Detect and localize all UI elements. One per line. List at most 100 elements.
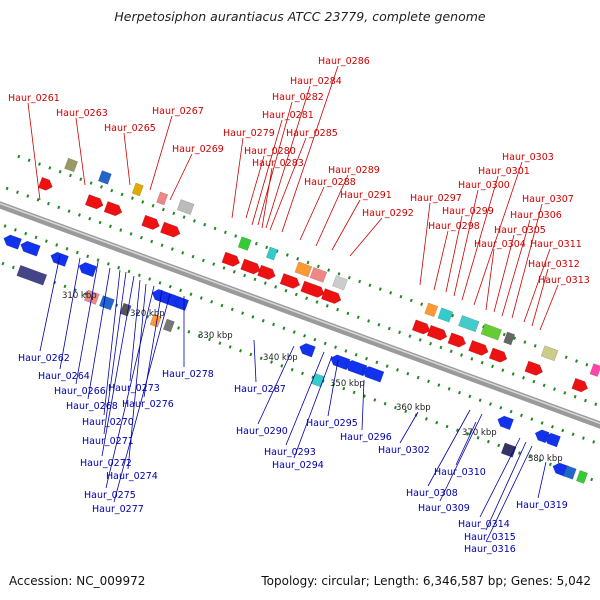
reverse-gene-labels: Haur_0262 Haur_0264 Haur_0266 Haur_0268 Haur… <box>18 254 568 555</box>
label-leader-line <box>485 248 495 311</box>
forward-gene-label: Haur_0267 <box>149 106 204 191</box>
reverse-gene-label-text: Haur_0262 <box>18 353 70 364</box>
reverse-gene-label: Haur_0308 <box>406 409 471 499</box>
forward-gene-label-text: Haur_0301 <box>478 166 530 177</box>
forward-gene <box>156 191 169 206</box>
label-leader-line <box>285 351 325 446</box>
forward-gene-label-text: Haur_0283 <box>252 158 304 169</box>
label-leader-line <box>453 189 479 297</box>
reverse-gene <box>497 415 514 431</box>
forward-gene-label: Haur_0306 <box>501 210 562 317</box>
reverse-gene-label: Haur_0295 <box>306 359 358 429</box>
forward-gene <box>309 266 328 283</box>
forward-gene-label-text: Haur_0282 <box>272 92 324 103</box>
kbp-tick-label: 360 kbp <box>396 403 431 413</box>
reverse-gene-label: Haur_0264 <box>38 257 90 382</box>
label-leader-line <box>103 269 121 416</box>
label-leader-line <box>445 215 463 293</box>
forward-gene-label-text: Haur_0298 <box>428 221 480 232</box>
reverse-gene-label-text: Haur_0302 <box>378 445 430 456</box>
reverse-gene-label: Haur_0296 <box>340 379 392 443</box>
reverse-gene-label-text: Haur_0287 <box>234 384 286 395</box>
reverse-gene <box>544 432 561 448</box>
reverse-genes <box>3 234 588 484</box>
label-leader-line <box>251 119 283 226</box>
forward-gene-label-text: Haur_0292 <box>362 208 414 219</box>
forward-gene-label: Haur_0292 <box>349 208 414 257</box>
label-leader-line <box>269 137 307 231</box>
forward-gene-label-text: Haur_0300 <box>458 180 510 191</box>
reverse-gene-label: Haur_0290 <box>236 345 295 437</box>
label-leader-line <box>261 167 273 229</box>
reverse-gene-label-text: Haur_0296 <box>340 432 392 443</box>
reverse-gene-label: Haur_0268 <box>66 267 118 412</box>
reverse-gene-label: Haur_0302 <box>378 411 430 456</box>
label-leader-line <box>473 161 523 306</box>
label-leader-line <box>101 275 135 457</box>
label-leader-line <box>455 421 477 466</box>
forward-gene <box>240 258 261 275</box>
label-leader-line <box>257 345 295 425</box>
forward-gene <box>103 201 123 217</box>
forward-gene <box>300 280 325 298</box>
forward-gene-label: Haur_0288 <box>299 177 356 241</box>
label-leader-line <box>511 203 543 319</box>
forward-gene <box>458 315 480 333</box>
label-leader-line <box>399 411 419 444</box>
reverse-gene <box>78 262 98 278</box>
label-leader-line <box>293 355 333 459</box>
label-leader-line <box>485 445 533 543</box>
kbp-tick-label: 330 kbp <box>198 331 233 341</box>
label-leader-line <box>281 65 339 233</box>
reverse-gene <box>562 465 577 480</box>
forward-gene-label: Haur_0297 <box>410 193 462 286</box>
forward-gene <box>571 377 589 393</box>
reverse-gene-label-text: Haur_0275 <box>84 490 136 501</box>
forward-gene-label-text: Haur_0261 <box>8 93 60 104</box>
forward-gene-label: Haur_0265 <box>104 123 156 186</box>
reverse-gene-label-text: Haur_0290 <box>236 426 288 437</box>
forward-gene <box>131 182 144 197</box>
reverse-gene-label-text: Haur_0319 <box>516 500 568 511</box>
forward-gene <box>38 176 53 191</box>
label-leader-line <box>493 234 515 313</box>
label-leader-line <box>523 248 551 323</box>
forward-gene <box>480 323 503 341</box>
label-leader-line <box>427 409 471 487</box>
forward-gene <box>64 157 79 173</box>
reverse-gene-label: Haur_0287 <box>234 339 286 395</box>
forward-gene <box>437 307 454 323</box>
reverse-gene-label-text: Haur_0294 <box>272 460 324 471</box>
reverse-gene-label: Haur_0309 <box>418 413 483 514</box>
label-leader-line <box>485 441 527 531</box>
label-leader-line <box>149 115 173 191</box>
forward-gene <box>265 246 278 261</box>
forward-gene-label-text: Haur_0304 <box>474 239 526 250</box>
forward-gene-label-text: Haur_0265 <box>104 123 156 134</box>
kbp-tick-label: 310 kbp <box>62 291 97 301</box>
reverse-gene-label-text: Haur_0308 <box>406 488 458 499</box>
label-leader-line <box>537 461 547 499</box>
kbp-tick-label: 340 kbp <box>263 353 298 363</box>
label-leader-line <box>105 285 155 489</box>
label-leader-line <box>361 379 365 431</box>
genome-summary-text: Topology: circular; Length: 6,346,587 bp… <box>261 574 591 588</box>
reverse-gene-label: Haur_0294 <box>272 355 333 471</box>
reverse-gene-label: Haur_0273 <box>108 279 160 394</box>
label-leader-line <box>257 101 293 226</box>
reverse-gene <box>16 264 48 286</box>
kbp-tick-label: 380 kbp <box>528 454 563 464</box>
label-leader-line <box>327 359 339 417</box>
forward-gene-label: Haur_0279 <box>223 128 275 219</box>
forward-gene-label: Haur_0313 <box>538 275 590 331</box>
backbone-line <box>0 201 600 429</box>
forward-gene <box>468 340 489 356</box>
genome-title: Herpetosiphon aurantiacus ATCC 23779, co… <box>114 9 486 24</box>
reverse-gene-label: Haur_0310 <box>434 421 486 478</box>
label-leader-line <box>501 219 531 317</box>
forward-gene-label-text: Haur_0279 <box>223 128 275 139</box>
forward-gene-label: Haur_0298 <box>428 221 480 291</box>
reverse-gene-label-text: Haur_0268 <box>66 401 118 412</box>
forward-gene <box>221 251 240 267</box>
label-leader-line <box>87 267 111 400</box>
